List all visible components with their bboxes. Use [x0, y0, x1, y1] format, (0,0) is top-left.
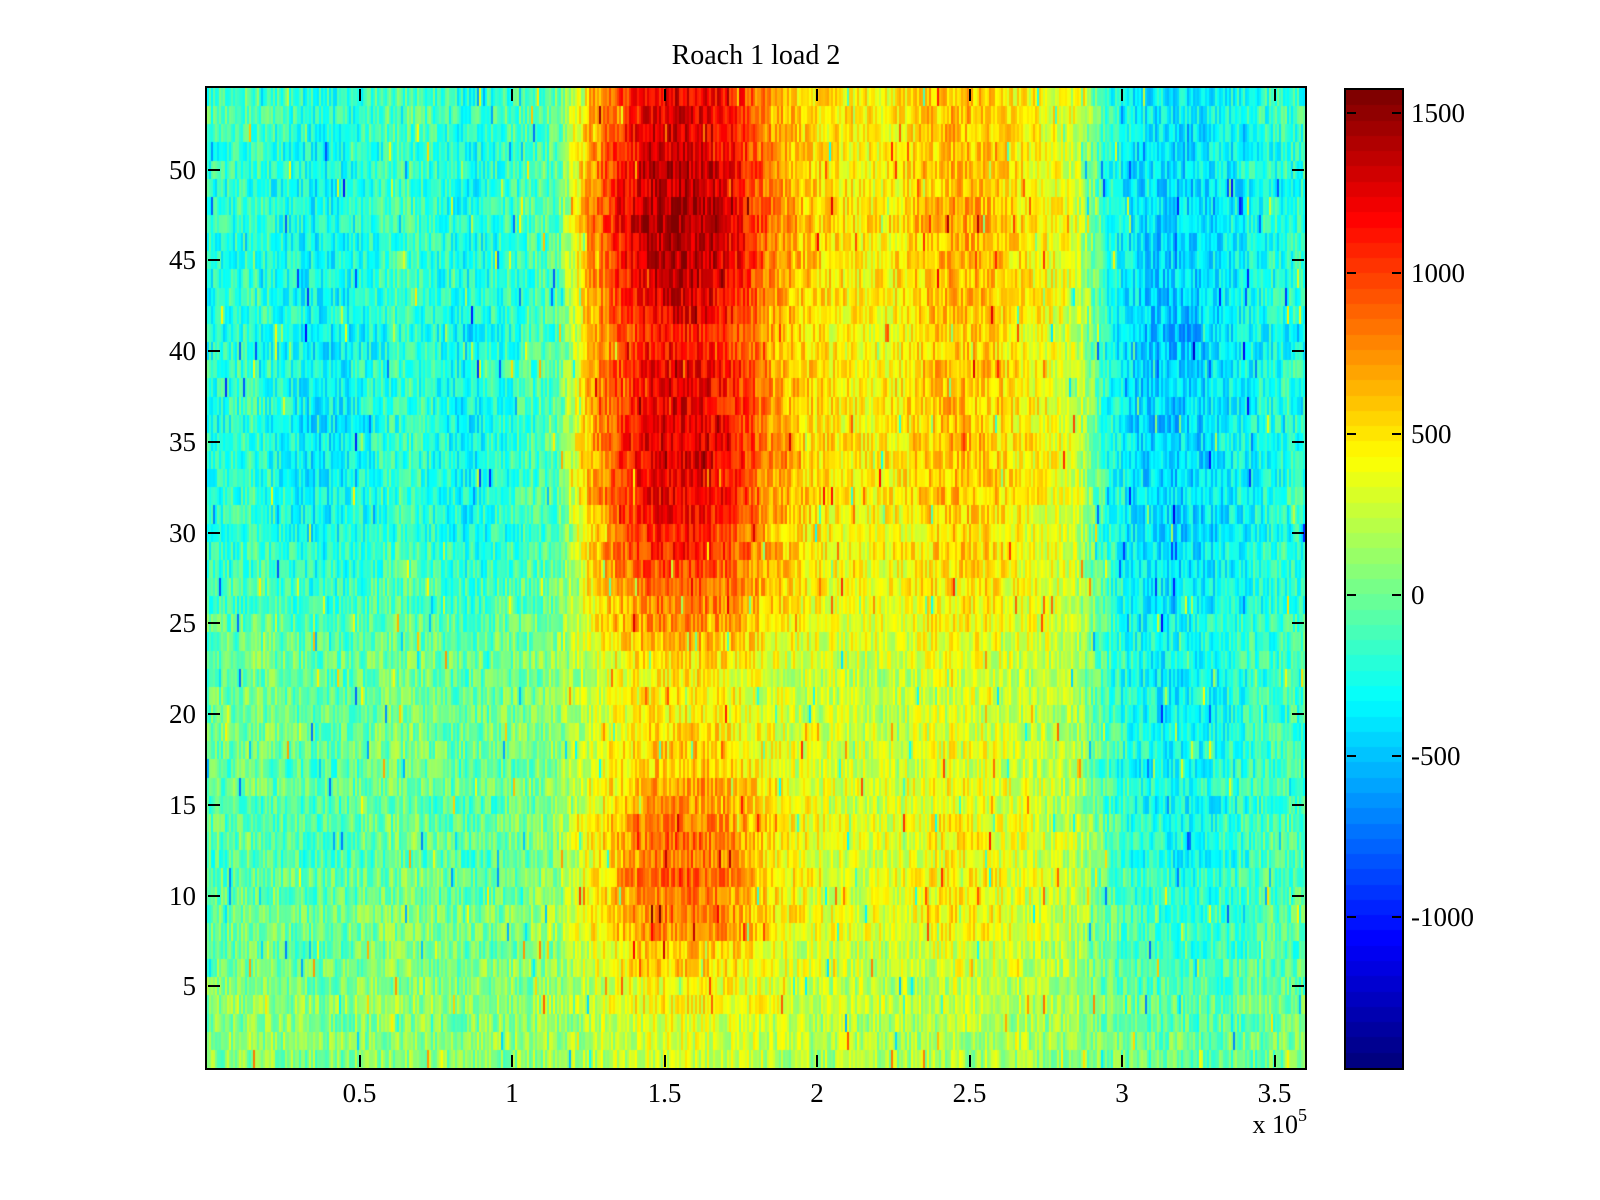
colorbar-tick-label: 500 — [1411, 419, 1452, 450]
x-axis-scale-label: x 105 — [1150, 1100, 1308, 1140]
x-tick-mark — [968, 1055, 971, 1067]
colorbar-tick-label: 1500 — [1411, 97, 1465, 128]
y-tick-mark-right — [1292, 622, 1304, 625]
x-axis-scale-base: x 10 — [1252, 1110, 1299, 1139]
x-tick-mark-top — [1121, 89, 1123, 101]
x-tick-label: 1 — [505, 1078, 519, 1108]
y-tick-mark-right — [1292, 985, 1304, 988]
chart-title: Roach 1 load 2 — [671, 40, 841, 71]
colorbar-canvas — [1346, 90, 1402, 1068]
y-tick-mark-right — [1292, 894, 1304, 897]
y-tick-mark — [208, 259, 220, 262]
colorbar-tick-mark-left — [1347, 111, 1356, 114]
y-tick-label: 30 — [169, 517, 196, 548]
x-tick-label: 1.5 — [647, 1078, 682, 1108]
y-tick-mark — [208, 168, 220, 171]
x-tick-label: 3 — [1115, 1078, 1129, 1108]
x-tick-mark-top — [358, 89, 361, 101]
x-tick-label: 2 — [810, 1078, 824, 1108]
x-tick-mark-top — [511, 89, 513, 101]
y-tick-mark-right — [1292, 259, 1304, 262]
colorbar — [1344, 88, 1404, 1070]
heatmap-canvas — [207, 88, 1305, 1068]
y-tick-label: 50 — [169, 154, 196, 185]
x-tick-mark — [1273, 1055, 1276, 1067]
colorbar-tick-label: 0 — [1411, 580, 1425, 611]
y-tick-label: 25 — [169, 608, 196, 639]
y-tick-mark-right — [1292, 440, 1304, 443]
y-tick-mark — [208, 440, 220, 443]
colorbar-tick-mark-right — [1392, 111, 1401, 114]
y-tick-mark-right — [1292, 168, 1304, 171]
colorbar-tick-mark-left — [1347, 594, 1356, 597]
y-tick-label: 45 — [169, 245, 196, 276]
y-tick-label: 20 — [169, 699, 196, 730]
y-tick-mark — [208, 622, 220, 625]
colorbar-tick-mark-left — [1347, 433, 1356, 436]
x-tick-label: 0.5 — [342, 1078, 377, 1108]
y-tick-mark — [208, 713, 220, 716]
x-tick-label: 2.5 — [952, 1078, 987, 1108]
x-tick-mark-top — [1273, 89, 1276, 101]
colorbar-tick-label: -500 — [1411, 740, 1461, 771]
x-tick-mark — [1121, 1055, 1123, 1067]
x-tick-mark-top — [663, 89, 666, 101]
y-tick-label: 10 — [169, 880, 196, 911]
colorbar-tick-label: -1000 — [1411, 901, 1474, 932]
y-tick-mark — [208, 350, 220, 353]
colorbar-tick-mark-right — [1392, 594, 1401, 597]
colorbar-tick-mark-right — [1392, 915, 1401, 918]
x-tick-mark — [511, 1055, 513, 1067]
y-tick-mark-right — [1292, 350, 1304, 353]
colorbar-tick-mark-right — [1392, 754, 1401, 757]
y-tick-label: 40 — [169, 336, 196, 367]
x-tick-label: 3.5 — [1257, 1078, 1292, 1108]
y-tick-label: 35 — [169, 426, 196, 457]
y-tick-mark — [208, 803, 220, 806]
x-tick-mark — [358, 1055, 361, 1067]
colorbar-tick-label: 1000 — [1411, 258, 1465, 289]
x-axis-scale-exponent: 5 — [1298, 1105, 1307, 1125]
y-tick-mark-right — [1292, 803, 1304, 806]
y-tick-mark — [208, 985, 220, 988]
colorbar-tick-mark-left — [1347, 272, 1356, 275]
x-tick-mark — [663, 1055, 666, 1067]
colorbar-tick-mark-right — [1392, 272, 1401, 275]
y-tick-label: 5 — [182, 971, 197, 1002]
x-tick-mark-top — [968, 89, 971, 101]
y-tick-label: 15 — [169, 789, 196, 820]
y-tick-mark-right — [1292, 531, 1304, 534]
x-tick-mark-top — [816, 89, 818, 101]
y-tick-mark — [208, 531, 220, 534]
x-tick-mark — [816, 1055, 818, 1067]
colorbar-tick-mark-left — [1347, 915, 1356, 918]
colorbar-tick-mark-left — [1347, 754, 1356, 757]
colorbar-tick-mark-right — [1392, 433, 1401, 436]
plot-area — [205, 86, 1307, 1070]
y-tick-mark-right — [1292, 713, 1304, 716]
y-tick-mark — [208, 894, 220, 897]
